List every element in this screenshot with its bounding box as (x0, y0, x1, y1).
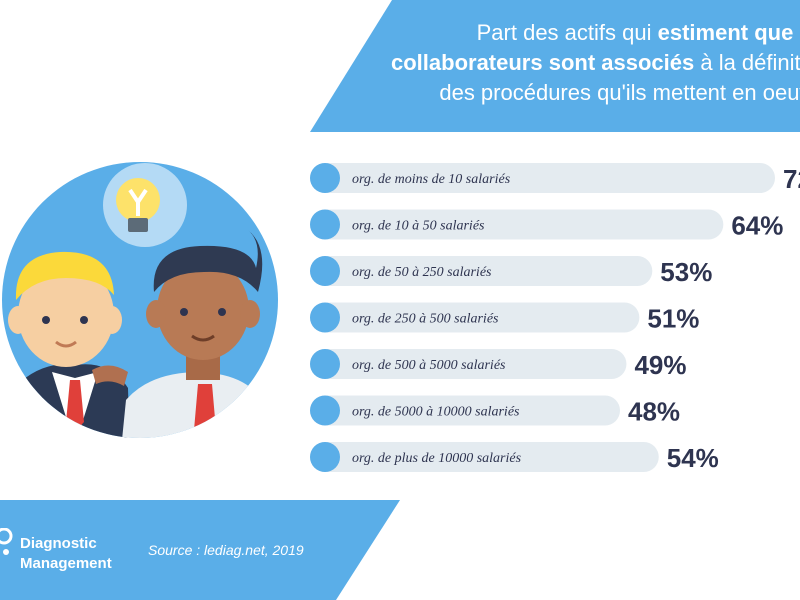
bar (310, 256, 653, 286)
bar-bullet-icon (310, 209, 340, 240)
footer-banner (0, 500, 400, 600)
title-line2-bold: collaborateurs sont associés (391, 50, 695, 75)
header-banner (310, 0, 800, 132)
category-label: org. de moins de 10 salariés (352, 172, 511, 187)
category-label: org. de 50 à 250 salariés (352, 265, 492, 280)
value-label: 54% (667, 443, 719, 473)
bar-row: org. de moins de 10 salariés 72% (310, 163, 800, 194)
brand-line1: Diagnostic (20, 535, 97, 552)
bar-row: org. de 50 à 250 salariés 53% (310, 256, 712, 287)
bar-row: org. de plus de 10000 salariés 54% (310, 442, 719, 473)
bar-row: org. de 250 à 500 salariés 51% (310, 302, 699, 334)
brand-name: Diagnostic Management (20, 534, 112, 574)
title-line1-normal: Part des actifs qui (476, 20, 658, 45)
bar-bullet-icon (310, 349, 340, 379)
value-label: 53% (660, 257, 712, 287)
bar (310, 395, 620, 426)
source-note: Source : lediag.net, 2019 (148, 542, 304, 558)
bar (310, 163, 775, 193)
bar (310, 209, 724, 240)
bar-bullet-icon (310, 395, 340, 426)
title-line3: des procédures qu'ils mettent en oeuvre (439, 80, 800, 105)
value-label: 49% (634, 350, 686, 380)
chart-title: Part des actifs qui estiment que les col… (310, 18, 800, 108)
value-label: 48% (628, 397, 680, 427)
value-label: 64% (731, 211, 783, 241)
title-line2-normal: à la définition (700, 50, 800, 75)
category-label: org. de 500 à 5000 salariés (352, 358, 506, 373)
category-label: org. de 10 à 50 salariés (352, 219, 485, 234)
category-label: org. de 5000 à 10000 salariés (352, 405, 520, 420)
category-label: org. de plus de 10000 salariés (352, 451, 522, 466)
bar-bullet-icon (310, 163, 340, 193)
bar (310, 302, 640, 333)
value-label: 51% (647, 304, 699, 334)
collaborators-illustration (2, 162, 278, 438)
category-label: org. de 250 à 500 salariés (352, 312, 499, 327)
bar-bullet-icon (310, 442, 340, 472)
bar-row: org. de 10 à 50 salariés 64% (310, 209, 783, 241)
brand-logo-icon (0, 528, 13, 555)
bar-row: org. de 5000 à 10000 salariés 48% (310, 395, 680, 427)
bar-bullet-icon (310, 256, 340, 286)
value-label: 72% (783, 164, 800, 194)
title-line1-bold: estiment que les (657, 20, 800, 45)
bar (310, 442, 659, 472)
bar-row: org. de 500 à 5000 salariés 49% (310, 349, 687, 380)
bar (310, 349, 627, 379)
bar-bullet-icon (310, 302, 340, 333)
brand-line2: Management (20, 555, 112, 572)
